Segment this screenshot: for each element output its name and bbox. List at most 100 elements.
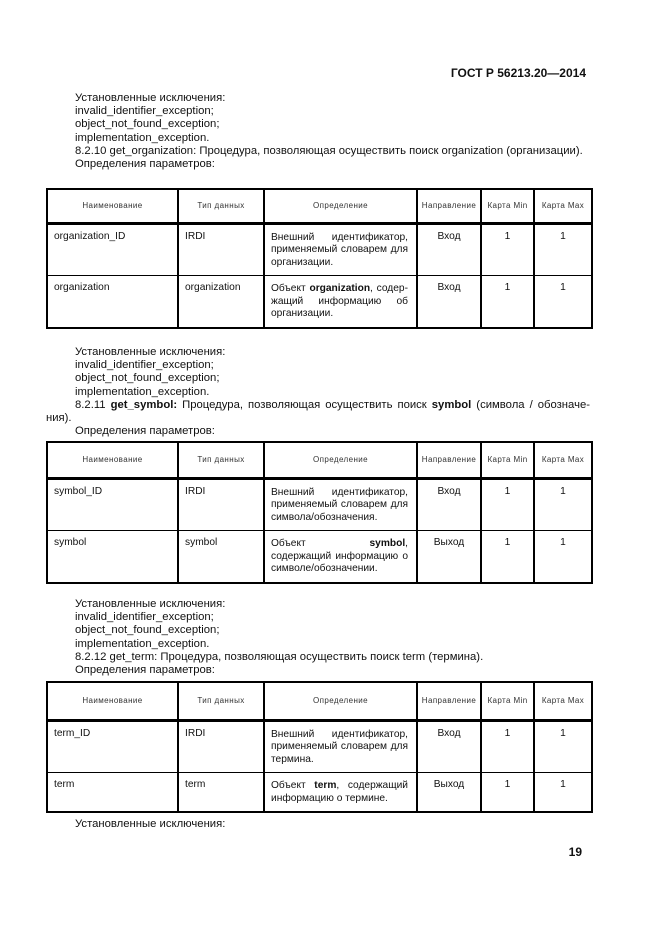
bold-text: organization xyxy=(309,283,371,294)
paragraph: 8.2.12 get_term: Процедура, позволяющая … xyxy=(46,651,590,664)
table-row: symbol_ID IRDI Внешний идентификатор, прим… xyxy=(46,477,593,531)
text-run: Определения параметров: xyxy=(75,425,215,438)
text-run: , содержащий информацию о симво­ле/обозн… xyxy=(271,538,408,574)
exceptions-heading: Установленные исключения: xyxy=(75,818,226,830)
text-run: Определения параметров: xyxy=(75,158,215,171)
text-run: Процедура, позволяющая осуществить поиск xyxy=(177,398,432,411)
text-run: Объект xyxy=(271,780,315,791)
card-max: 1 xyxy=(533,530,593,583)
param-definition: Объект term, содержащий информацию о тер… xyxy=(263,772,418,813)
text-run: 8.2.10 get_organization: Процедура, позв… xyxy=(75,144,583,157)
column-header: Наименование xyxy=(46,188,179,224)
bold-text: symbol xyxy=(369,538,406,549)
parameters-table: Наименование Тип данных Определение Направл… xyxy=(46,681,593,813)
paragraph: 8.2.11 get_symbol: Процедура, позволяюща… xyxy=(46,399,590,425)
paragraph: object_not_found_exception; xyxy=(46,624,590,637)
bold-text: get_symbol: xyxy=(110,398,178,411)
text-run: invalid_identifier_exception; xyxy=(75,359,214,372)
column-header: Определение xyxy=(263,441,418,479)
param-name: organization_ID xyxy=(46,222,179,276)
paragraph: implementation_exception. xyxy=(46,638,590,651)
paragraph: 8.2.10 get_organization: Процедура, позв… xyxy=(46,145,590,158)
text-run: 8.2.12 get_term: Процедура, позволяющая … xyxy=(75,650,484,663)
column-header: Определение xyxy=(263,188,418,224)
parameters-table: Наименование Тип данных Определение Направл… xyxy=(46,441,593,584)
card-max: 1 xyxy=(533,772,593,813)
param-type: organization xyxy=(177,275,265,328)
text-run: Установленные исключения: xyxy=(75,346,226,358)
card-min: 1 xyxy=(480,477,535,531)
column-header: Карта Min xyxy=(480,441,535,479)
text-run: Внешний идентификатор, применяемый слова… xyxy=(271,486,408,523)
table-row: term term Объект term, содержащий информац… xyxy=(46,772,593,813)
column-header: Тип данных xyxy=(177,681,265,721)
paragraph: Определения параметров: xyxy=(46,664,590,677)
column-header: Направление xyxy=(416,441,482,479)
column-header: Определение xyxy=(263,681,418,721)
column-header: Направление xyxy=(416,681,482,721)
text-run: Внешний идентификатор, применяемый слова… xyxy=(271,728,408,765)
column-header: Карта Max xyxy=(533,188,593,224)
paragraph: object_not_found_exception; xyxy=(46,372,590,385)
table-row: symbol symbol Объект symbol, содержащий ин… xyxy=(46,530,593,583)
text-run: 8.2.11 xyxy=(75,398,111,411)
param-direction: Выход xyxy=(416,530,482,583)
paragraph: Установленные исключения: xyxy=(46,92,590,105)
table-header-row: Наименование Тип данных Определение Направл… xyxy=(46,441,593,479)
text-run: Объект xyxy=(271,538,370,549)
table-row: organization organization Объект organizat… xyxy=(46,275,593,328)
text-run: implementation_exception. xyxy=(75,637,210,650)
card-max: 1 xyxy=(533,477,593,531)
bold-text: term xyxy=(314,780,337,791)
column-header: Наименование xyxy=(46,441,179,479)
param-name: symbol xyxy=(46,530,179,583)
section-text: Установленные исключения: invalid_identif… xyxy=(46,92,590,171)
table-header-row: Наименование Тип данных Определение Направл… xyxy=(46,681,593,721)
page-number: 19 xyxy=(568,845,582,859)
text-run: implementation_exception. xyxy=(75,131,210,144)
text-run: Установленные исключения: xyxy=(75,92,226,104)
table-row: term_ID IRDI Внешний идентификатор, примен… xyxy=(46,719,593,773)
paragraph: object_not_found_exception; xyxy=(46,118,590,131)
card-min: 1 xyxy=(480,719,535,773)
column-header: Карта Min xyxy=(480,681,535,721)
card-min: 1 xyxy=(480,530,535,583)
param-definition: Объект organization, содер­жащий информа… xyxy=(263,275,418,328)
paragraph: Установленные исключения: xyxy=(46,598,590,611)
text-run: invalid_identifier_exception; xyxy=(75,105,214,118)
text-run: implementation_exception. xyxy=(75,385,210,398)
paragraph: invalid_identifier_exception; xyxy=(46,105,590,118)
text-run: object_not_found_exception; xyxy=(75,118,220,131)
text-run: object_not_found_exception; xyxy=(75,372,220,385)
parameters-table: Наименование Тип данных Определение Направл… xyxy=(46,188,593,329)
column-header: Наименование xyxy=(46,681,179,721)
param-definition: Внешний идентификатор, применяемый слова… xyxy=(263,719,418,773)
param-name: organization xyxy=(46,275,179,328)
document-id-header: ГОСТ Р 56213.20—2014 xyxy=(450,66,586,80)
card-min: 1 xyxy=(480,275,535,328)
section-text: Установленные исключения: invalid_identif… xyxy=(46,346,590,438)
param-name: term xyxy=(46,772,179,813)
table-header-row: Наименование Тип данных Определение Направл… xyxy=(46,188,593,224)
text-run: invalid_identifier_exception; xyxy=(75,611,214,624)
param-definition: Внешний идентификатор, применяемый слова… xyxy=(263,477,418,531)
param-direction: Выход xyxy=(416,772,482,813)
text-run: (символа / обозначе­ния). xyxy=(46,398,591,425)
text-run: , содержащий информацию о термине. xyxy=(271,780,408,804)
param-definition: Внешний идентификатор, применяемый слова… xyxy=(263,222,418,276)
card-max: 1 xyxy=(533,222,593,276)
paragraph: invalid_identifier_exception; xyxy=(46,359,590,372)
section-text: Установленные исключения: invalid_identif… xyxy=(46,598,590,677)
column-header: Тип данных xyxy=(177,188,265,224)
bold-text: symbol xyxy=(431,398,472,411)
param-name: term_ID xyxy=(46,719,179,773)
trailing-paragraph: Установленные исключения: xyxy=(46,818,590,831)
text-run: , содер­жащий информацию об орга­низации… xyxy=(271,283,408,319)
column-header: Карта Max xyxy=(533,441,593,479)
text-run: Установленные исключения: xyxy=(75,598,226,610)
text-run: Определения параметров: xyxy=(75,664,215,677)
text-run: object_not_found_exception; xyxy=(75,624,220,637)
param-type: IRDI xyxy=(177,719,265,773)
table-row: organization_ID IRDI Внешний идентификатор… xyxy=(46,222,593,276)
param-definition: Объект symbol, содержащий информацию о с… xyxy=(263,530,418,583)
